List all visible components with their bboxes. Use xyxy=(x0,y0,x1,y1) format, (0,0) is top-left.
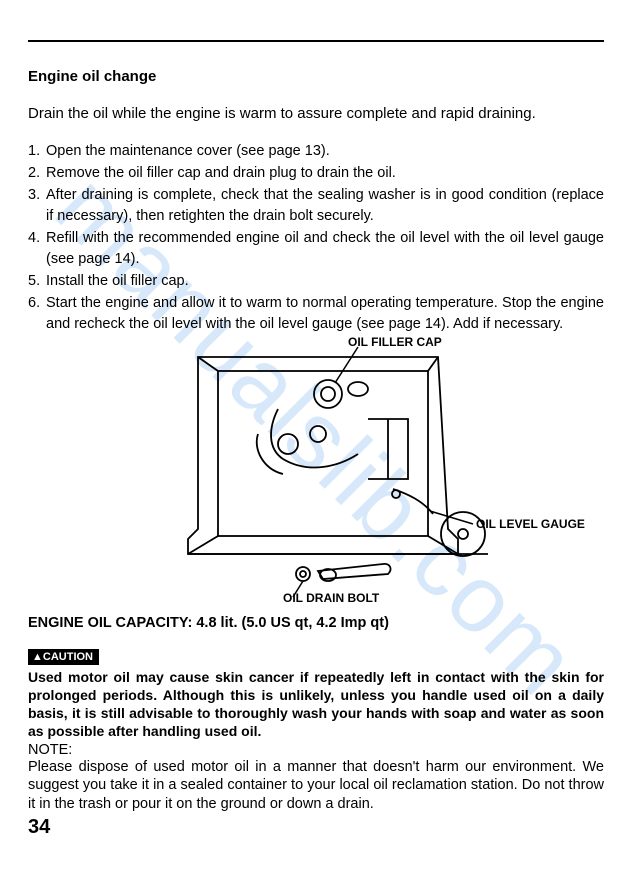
note-text: Please dispose of used motor oil in a ma… xyxy=(28,758,604,815)
label-oil-filler-cap: OIL FILLER CAP xyxy=(348,335,442,349)
step-5: 5.Install the oil filler cap. xyxy=(28,271,604,292)
label-oil-drain-bolt: OIL DRAIN BOLT xyxy=(283,591,379,605)
caution-block: ▲CAUTION Used motor oil may cause skin c… xyxy=(28,647,604,741)
intro-paragraph: Drain the oil while the engine is warm t… xyxy=(28,103,604,125)
capacity-line: ENGINE OIL CAPACITY: 4.8 lit. (5.0 US qt… xyxy=(28,615,604,631)
step-3: 3.After draining is complete, check that… xyxy=(28,185,604,227)
page-number: 34 xyxy=(28,816,604,839)
steps-list: 1.Open the maintenance cover (see page 1… xyxy=(28,141,604,335)
caution-text: Used motor oil may cause skin cancer if … xyxy=(28,668,604,741)
label-oil-level-gauge: OIL LEVEL GAUGE xyxy=(476,517,585,531)
step-6: 6.Start the engine and allow it to warm … xyxy=(28,293,604,335)
page-content: Engine oil change Drain the oil while th… xyxy=(0,0,632,859)
note-label: NOTE: xyxy=(28,742,604,758)
step-4: 4.Refill with the recommended engine oil… xyxy=(28,228,604,270)
engine-diagram: OIL FILLER CAP OIL LEVEL GAUGE OIL DRAIN… xyxy=(28,339,604,609)
step-1: 1.Open the maintenance cover (see page 1… xyxy=(28,141,604,162)
caution-badge: ▲CAUTION xyxy=(28,649,99,665)
step-2: 2.Remove the oil filler cap and drain pl… xyxy=(28,163,604,184)
section-title: Engine oil change xyxy=(28,68,604,85)
top-rule xyxy=(28,40,604,42)
